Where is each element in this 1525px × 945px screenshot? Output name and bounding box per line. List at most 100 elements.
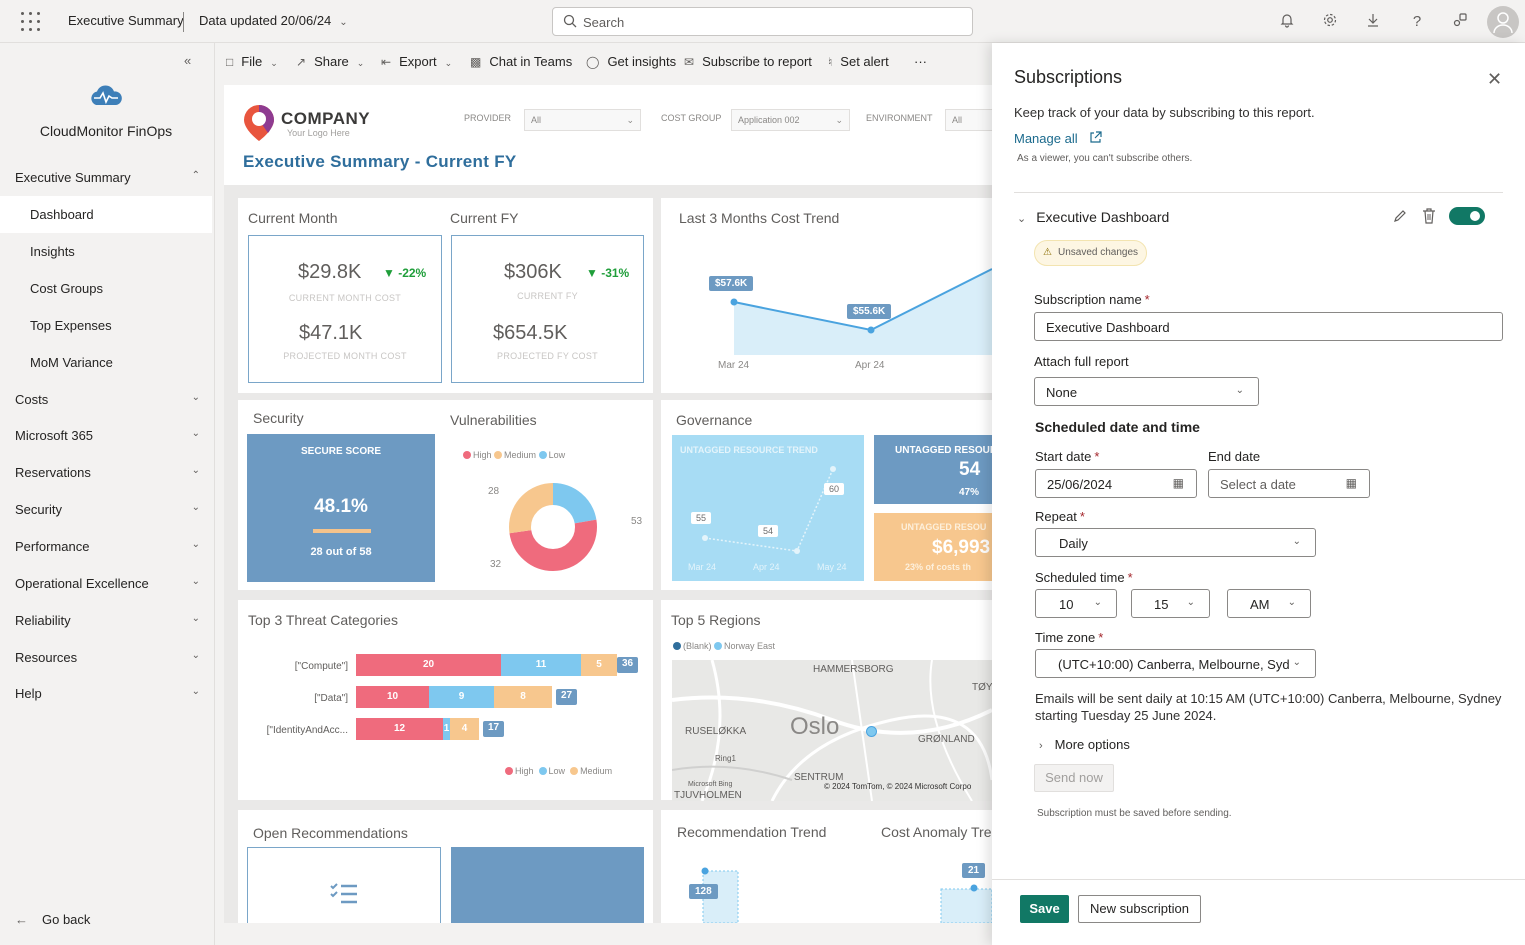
secure-score-detail: 28 out of 58 <box>310 546 372 558</box>
new-subscription-button[interactable]: New subscription <box>1078 895 1201 923</box>
environment-filter[interactable]: All <box>945 109 992 131</box>
nav-microsoft-365[interactable]: Microsoft 365 ⌄ <box>0 417 212 454</box>
set-alert-button[interactable]: ♮ Set alert <box>828 54 889 69</box>
threat-bar-medium[interactable]: 4 <box>450 718 479 740</box>
gear-icon[interactable] <box>1320 12 1340 32</box>
trend-axis-mar: Mar 24 <box>718 360 750 371</box>
subscription-section-toggle[interactable]: ⌄ Executive Dashboard <box>1017 209 1169 225</box>
nav-insights[interactable]: Insights <box>0 233 212 270</box>
nav-top-expenses[interactable]: Top Expenses <box>0 307 212 344</box>
nav-executive-summary[interactable]: Executive Summary ⌃ <box>0 159 212 196</box>
close-icon[interactable]: ✕ <box>1487 69 1503 89</box>
threat-bar-high[interactable]: 20 <box>356 654 501 676</box>
threat-bar-low[interactable]: 1 <box>443 718 450 740</box>
avatar[interactable] <box>1487 6 1519 38</box>
map-marker[interactable] <box>866 726 877 737</box>
current-month-caption: CURRENT MONTH COST <box>288 293 402 303</box>
company-logo-icon <box>244 105 274 141</box>
chevron-down-icon: ⌄ <box>270 58 278 68</box>
current-fy-kpi[interactable]: $306K ▼ -31% CURRENT FY $654.5K PROJECTE… <box>451 235 644 383</box>
threat-bar-high[interactable]: 10 <box>356 686 429 708</box>
high-dot <box>505 767 513 775</box>
nav-costs[interactable]: Costs ⌄ <box>0 381 212 418</box>
open-recommendations-title: Open Recommendations <box>253 825 408 841</box>
nav-reservations[interactable]: Reservations ⌄ <box>0 454 212 491</box>
minute-dropdown[interactable]: 15 ⌄ <box>1131 589 1210 618</box>
attach-report-dropdown[interactable]: None ⌄ <box>1034 377 1259 406</box>
download-icon[interactable] <box>1363 12 1383 32</box>
send-now-button[interactable]: Send now <box>1034 764 1114 792</box>
left-navigation: « CloudMonitor FinOps Executive Summary ⌃… <box>0 43 215 945</box>
manage-all-link[interactable]: Manage all <box>1014 131 1102 146</box>
search-icon <box>563 14 577 28</box>
am-pm-dropdown[interactable]: AM ⌄ <box>1227 589 1311 618</box>
regions-map[interactable]: HAMMERSBORG Oslo RUSELØKKA GRØNLAND SENT… <box>672 660 992 801</box>
threat-bar-low[interactable]: 9 <box>429 686 494 708</box>
delete-icon[interactable] <box>1422 208 1436 224</box>
untagged-resources-count: 54 <box>959 459 981 480</box>
subscribe-button[interactable]: ✉ Subscribe to report <box>684 54 812 69</box>
collapse-nav-icon[interactable]: « <box>184 53 192 68</box>
nav-performance[interactable]: Performance ⌄ <box>0 528 212 565</box>
nav-help[interactable]: Help ⌄ <box>0 675 212 712</box>
subscription-name-input[interactable]: Executive Dashboard <box>1034 312 1503 341</box>
external-link-icon <box>1090 131 1102 143</box>
get-insights-button[interactable]: ◯ Get insights <box>586 54 676 69</box>
export-menu-button[interactable]: ⇤ Export ⌄ <box>381 54 452 69</box>
more-label: ··· <box>914 54 927 69</box>
alert-label: Set alert <box>840 54 889 69</box>
subscription-name-label-text: Subscription name <box>1034 292 1142 307</box>
more-options-toggle[interactable]: › More options <box>1039 737 1130 752</box>
end-date-picker[interactable]: Select a date ▦ <box>1208 469 1370 498</box>
share-icon[interactable] <box>1450 12 1470 32</box>
recommendation-trend-value: 128 <box>689 884 718 899</box>
vulnerabilities-donut-chart[interactable] <box>508 482 598 572</box>
nav-dashboard[interactable]: Dashboard <box>0 196 212 233</box>
threat-bar-high[interactable]: 12 <box>356 718 443 740</box>
help-icon[interactable]: ? <box>1412 13 1422 30</box>
repeat-dropdown[interactable]: Daily ⌄ <box>1035 528 1316 557</box>
file-menu-button[interactable]: □ File ⌄ <box>226 54 278 69</box>
chevron-down-icon: ⌄ <box>191 686 200 697</box>
save-button[interactable]: Save <box>1020 895 1069 923</box>
go-back-button[interactable]: ← Go back <box>15 912 90 927</box>
bell-icon[interactable] <box>1277 12 1297 32</box>
share-menu-button[interactable]: ↗ Share ⌄ <box>296 54 364 69</box>
data-updated-dropdown[interactable]: Data updated 20/06/24 ⌄ <box>199 13 348 28</box>
nav-label: Performance <box>15 539 90 554</box>
share-label: Share <box>314 54 349 69</box>
provider-filter[interactable]: All ⌄ <box>524 109 641 131</box>
threat-bar-medium[interactable]: 8 <box>494 686 552 708</box>
nav-operational-excellence[interactable]: Operational Excellence ⌄ <box>0 565 212 602</box>
cost-group-filter-value: Application 002 <box>738 115 800 125</box>
untagged-trend-tile[interactable]: UNTAGGED RESOURCE TREND 55 54 60 Mar 24 … <box>672 435 864 581</box>
nav-resources[interactable]: Resources ⌄ <box>0 639 212 676</box>
nav-mom-variance[interactable]: MoM Variance <box>0 344 212 381</box>
search-box[interactable]: Search <box>552 7 973 36</box>
cost-group-filter[interactable]: Application 002 ⌄ <box>731 109 850 131</box>
hour-dropdown[interactable]: 10 ⌄ <box>1035 589 1117 618</box>
chevron-down-icon: ⌄ <box>191 502 200 513</box>
edit-icon[interactable] <box>1393 209 1407 223</box>
more-options-button[interactable]: ··· <box>914 54 927 69</box>
cost-trend-chart[interactable] <box>661 198 992 393</box>
nav-security[interactable]: Security ⌄ <box>0 491 212 528</box>
nav-reliability[interactable]: Reliability ⌄ <box>0 602 212 639</box>
medium-dot <box>570 767 579 775</box>
untagged-cost-tile[interactable]: UNTAGGED RESOU $6,993 23% of costs th <box>874 513 992 581</box>
time-zone-dropdown[interactable]: (UTC+10:00) Canberra, Melbourne, Syd ⌄ <box>1035 649 1316 678</box>
open-recs-tile[interactable] <box>247 847 441 923</box>
chevron-right-icon: › <box>1039 740 1043 752</box>
subscription-enabled-toggle[interactable] <box>1449 207 1485 225</box>
secure-score-tile[interactable]: SECURE SCORE 48.1% 28 out of 58 <box>247 434 435 582</box>
start-date-picker[interactable]: 25/06/2024 ▦ <box>1035 469 1197 498</box>
threat-bar-medium[interactable]: 5 <box>581 654 617 676</box>
threat-bar-low[interactable]: 11 <box>501 654 581 676</box>
current-month-kpi[interactable]: $29.8K ▼ -22% CURRENT MONTH COST $47.1K … <box>248 235 442 383</box>
chat-in-teams-button[interactable]: ▩ Chat in Teams <box>470 54 572 69</box>
open-recs-blue-tile[interactable] <box>451 847 644 923</box>
untagged-resources-tile[interactable]: UNTAGGED RESOUR 54 47% <box>874 435 992 504</box>
app-launcher-icon[interactable] <box>21 12 41 32</box>
nav-cost-groups[interactable]: Cost Groups <box>0 270 212 307</box>
nav-label: Operational Excellence <box>15 576 149 591</box>
